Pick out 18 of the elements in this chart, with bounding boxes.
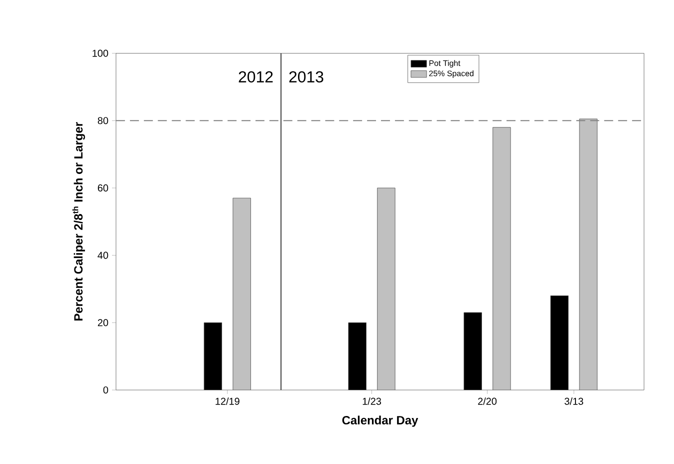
bar (348, 322, 366, 390)
y-tick-label: 60 (98, 184, 108, 192)
bar (204, 322, 222, 390)
y-tick-label: 80 (98, 117, 108, 124)
annotation: 2012 (238, 71, 273, 82)
bar (550, 296, 569, 390)
annotation: 2013 (289, 71, 324, 82)
y-tick-label: 100 (92, 50, 108, 57)
x-tick-label: 3/13 (564, 398, 584, 405)
x-tick-label: 12/19 (216, 398, 240, 405)
x-tick-label: 1/23 (362, 398, 382, 405)
y-tick-label: 40 (98, 252, 108, 259)
y-tick-label: 0 (103, 386, 108, 394)
y-axis-title: Percent Caliper 2/8$^{th}$ Inch or Larger (72, 122, 86, 321)
y-tick-label: 20 (98, 319, 108, 326)
x-axis-title: Calendar Day (342, 416, 418, 427)
bar (464, 312, 482, 390)
x-tick-label: 2/20 (478, 398, 497, 405)
